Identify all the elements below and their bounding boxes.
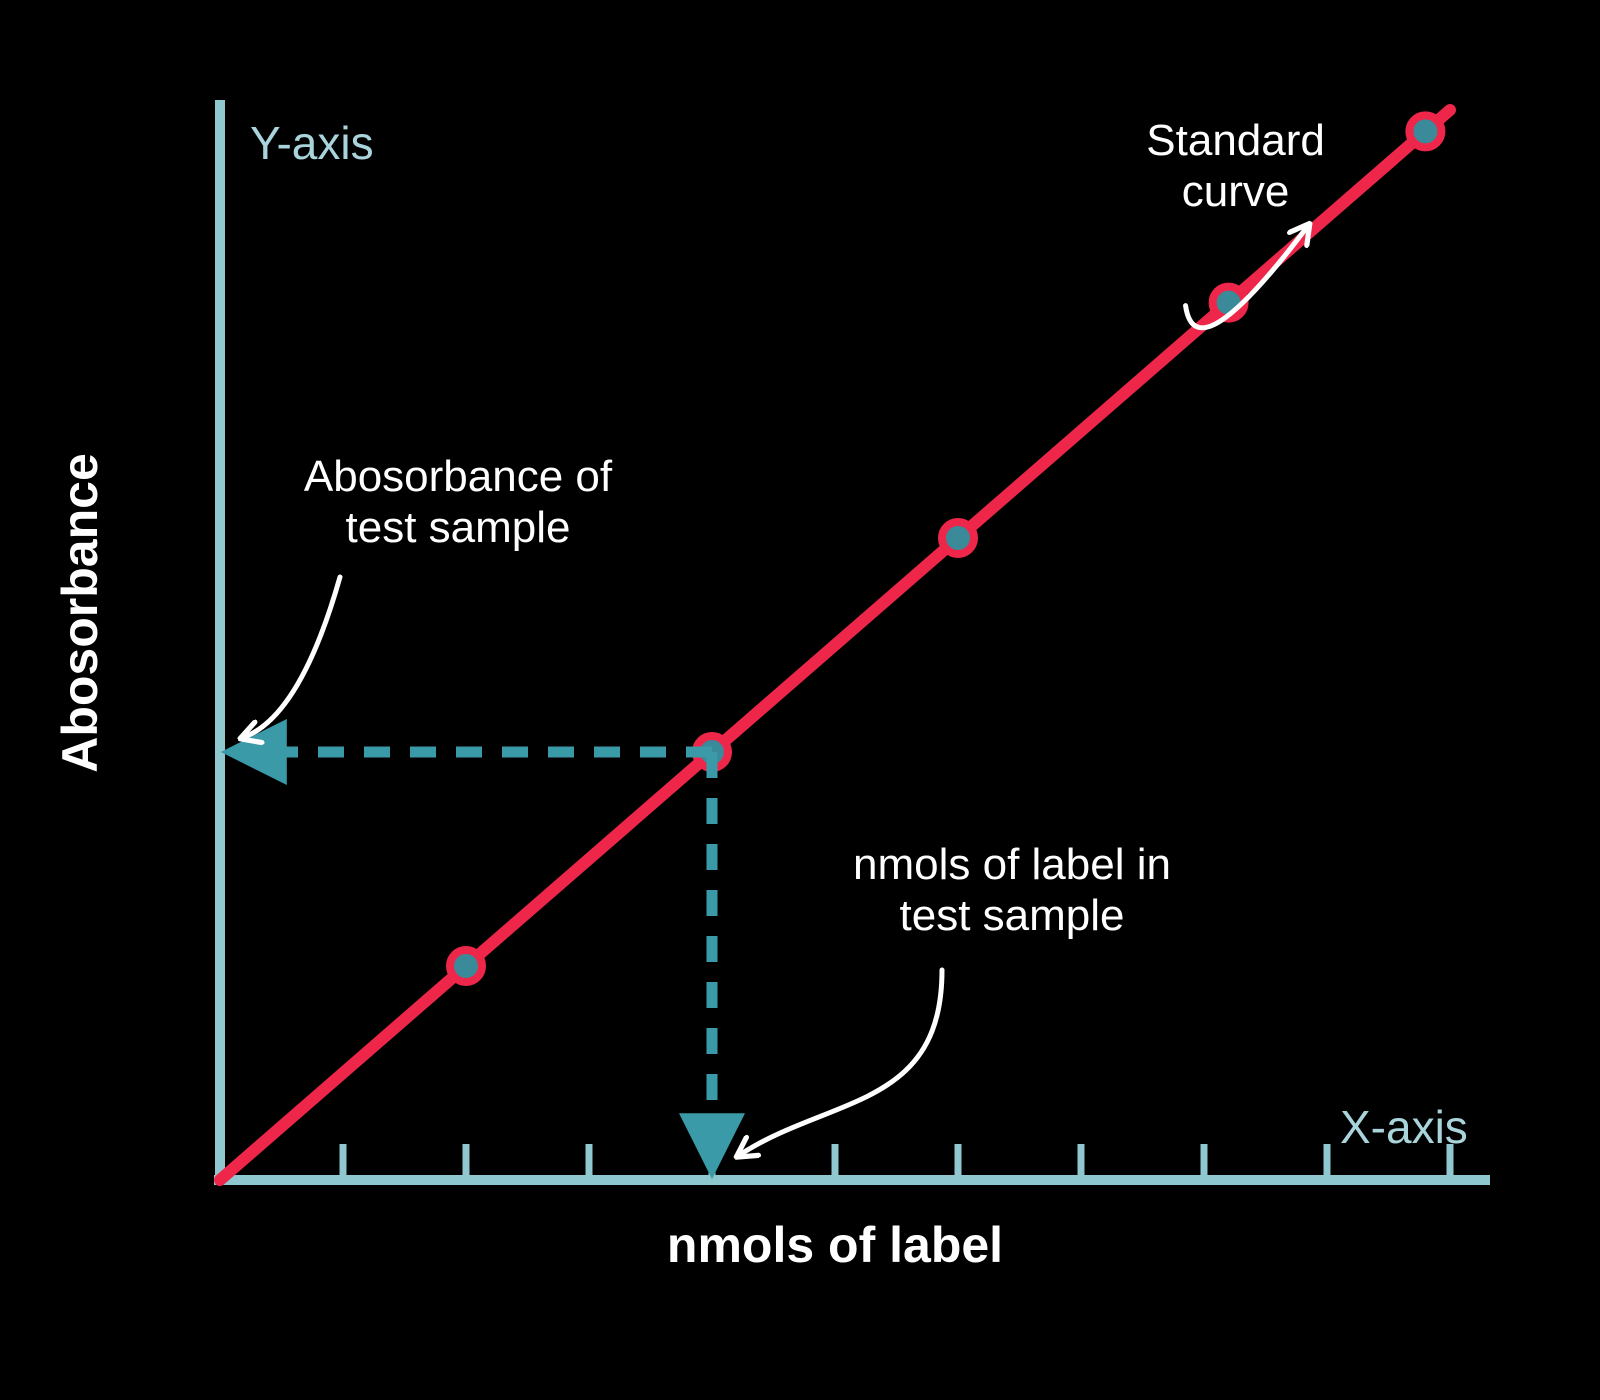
y-axis-label: Y-axis	[250, 116, 374, 170]
chart-stage: { "canvas": { "width": 1600, "height": 1…	[0, 0, 1600, 1400]
standard-curve-label: Standardcurve	[1106, 116, 1366, 217]
y-axis-title: Abosorbance	[51, 453, 109, 773]
nmols-sample-label: nmols of label intest sample	[802, 840, 1222, 941]
data-point	[942, 522, 974, 554]
absorbance-sample-label: Abosorbance oftest sample	[258, 452, 658, 553]
data-point	[1409, 115, 1441, 147]
x-axis-label: X-axis	[1340, 1100, 1468, 1154]
x-axis-title: nmols of label	[667, 1216, 1003, 1274]
data-point	[450, 950, 482, 982]
